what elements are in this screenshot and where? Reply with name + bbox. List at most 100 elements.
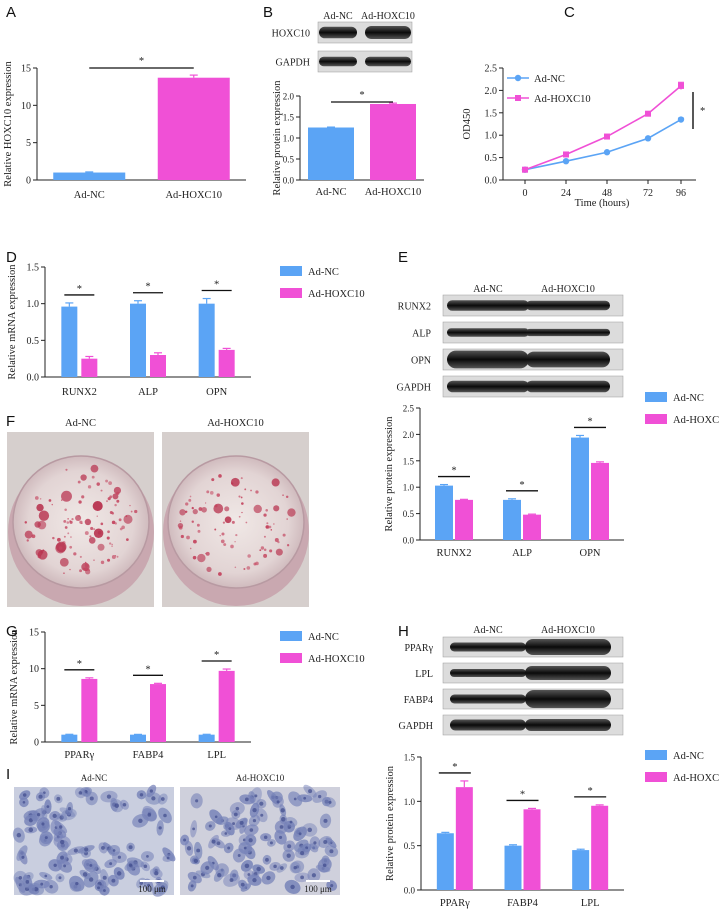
f-stain-spot: [37, 549, 48, 560]
f-stain-spot: [266, 522, 269, 525]
f-stain-spot: [58, 546, 63, 550]
h-bar-hoxc10: [455, 787, 473, 890]
f-stain-spot: [286, 518, 289, 520]
f-stain-spot: [56, 537, 61, 542]
a-y-axis-label: Relative HOXC10 expression: [3, 61, 14, 187]
i-cell-nucleus: [114, 803, 120, 808]
i-cell-nucleus: [252, 807, 257, 813]
g-y-tick-label: 5: [34, 701, 39, 712]
f-stain-spot: [91, 475, 95, 479]
i-cell-nucleus: [196, 848, 201, 853]
f-stain-spot: [111, 545, 113, 547]
f-stain-spot: [271, 478, 280, 487]
i-cell-nucleus: [63, 864, 67, 868]
a-y-tick-label: 0: [26, 176, 31, 187]
i-cell-nucleus: [328, 800, 332, 804]
f-stain-spot: [78, 500, 82, 504]
i-cell-nucleus: [308, 789, 313, 794]
i-cell-nucleus: [276, 800, 280, 804]
f-stain-spot: [250, 489, 252, 492]
f-stain-spot: [219, 534, 221, 537]
f-stain-spot: [88, 569, 90, 571]
f-image-label: Ad-NC: [65, 418, 96, 429]
i-cell-nucleus: [111, 878, 116, 883]
f-stain-spot: [63, 535, 66, 538]
e-bar-hoxc10: [455, 499, 473, 540]
f-stain-spot: [106, 536, 110, 540]
f-stain-spot: [218, 572, 222, 576]
i-cell-nucleus: [323, 818, 328, 823]
e-y-tick-label: 1.0: [403, 483, 415, 493]
i-cell-nucleus: [117, 855, 122, 859]
d-x-tick-label: ALP: [138, 387, 158, 398]
i-cell-nucleus: [229, 878, 234, 882]
g-legend-label: Ad-HOXC10: [308, 654, 365, 665]
i-cell-nucleus: [322, 863, 327, 868]
i-cell-nucleus: [44, 874, 48, 878]
f-stain-spot: [265, 509, 268, 512]
i-cell-nucleus: [41, 822, 45, 826]
f-stain-spot: [243, 568, 246, 571]
f-stain-spot: [287, 508, 296, 517]
f-stain-spot: [192, 555, 197, 560]
e-blot-column-label: Ad-HOXC10: [541, 284, 595, 295]
f-stain-spot: [119, 527, 123, 531]
i-cell-nucleus: [307, 827, 313, 833]
i-cell-nucleus: [60, 855, 64, 860]
g-bar-nc: [61, 734, 78, 742]
i-cell-nucleus: [290, 884, 295, 890]
c-legend-marker: [515, 95, 521, 101]
i-cell-nucleus: [18, 876, 23, 880]
c-point-nc: [603, 149, 611, 156]
g-x-tick-label: FABP4: [133, 750, 164, 761]
f-stain-spot: [206, 566, 212, 572]
h-blot-band: [450, 719, 526, 731]
i-cell-nucleus: [329, 849, 334, 854]
f-stain-spot: [112, 493, 119, 500]
h-blot-band: [525, 719, 611, 731]
e-blot-band: [526, 328, 610, 337]
f-stain-spot: [222, 521, 226, 524]
f-stain-spot: [89, 535, 92, 538]
f-stain-spot: [240, 477, 243, 480]
i-cell-nucleus: [280, 808, 285, 813]
f-stain-spot: [235, 533, 238, 537]
c-significance-star: *: [700, 106, 705, 117]
i-cell-nucleus: [244, 797, 249, 802]
f-stain-spot: [109, 542, 112, 545]
d-y-tick-label: 0.0: [27, 373, 40, 384]
d-legend-swatch: [280, 266, 302, 276]
b-blot-row-label: HOXC10: [272, 29, 310, 40]
e-panel-letter: E: [398, 249, 408, 266]
f-stain-spot: [93, 528, 104, 538]
f-stain-spot: [39, 498, 42, 500]
h-y-tick-label: 0.5: [404, 841, 416, 851]
i-cell-nucleus: [89, 796, 94, 801]
h-blot-column-label: Ad-HOXC10: [541, 625, 595, 636]
d-y-tick-label: 1.0: [27, 299, 40, 310]
h-x-tick-label: LPL: [581, 898, 600, 909]
f-stain-spot: [189, 547, 192, 550]
i-cell-nucleus: [211, 839, 216, 844]
h-significance-star: *: [520, 789, 525, 800]
i-cell-nucleus: [195, 799, 199, 803]
i-cell-nucleus: [228, 827, 232, 831]
f-stain-spot: [70, 536, 72, 538]
f-stain-spot: [79, 520, 83, 524]
f-stain-spot: [260, 546, 265, 550]
f-stain-spot: [69, 520, 73, 524]
h-bar-nc: [436, 833, 454, 890]
e-blot-band: [526, 300, 610, 311]
h-blot-row-label: LPL: [415, 669, 433, 680]
d-bar-nc: [198, 303, 215, 377]
f-image-label: Ad-HOXC10: [207, 418, 264, 429]
d-bar-hoxc10: [150, 355, 166, 377]
c-point-hoxc10: [522, 166, 528, 173]
f-stain-spot: [84, 567, 89, 571]
i-cell-nucleus: [303, 796, 307, 800]
g-bar-nc: [130, 734, 146, 742]
b-blot-band: [365, 56, 411, 67]
i-cell-nucleus: [249, 828, 254, 832]
f-stain-spot: [118, 518, 122, 522]
h-y-tick-label: 0.0: [404, 886, 416, 896]
